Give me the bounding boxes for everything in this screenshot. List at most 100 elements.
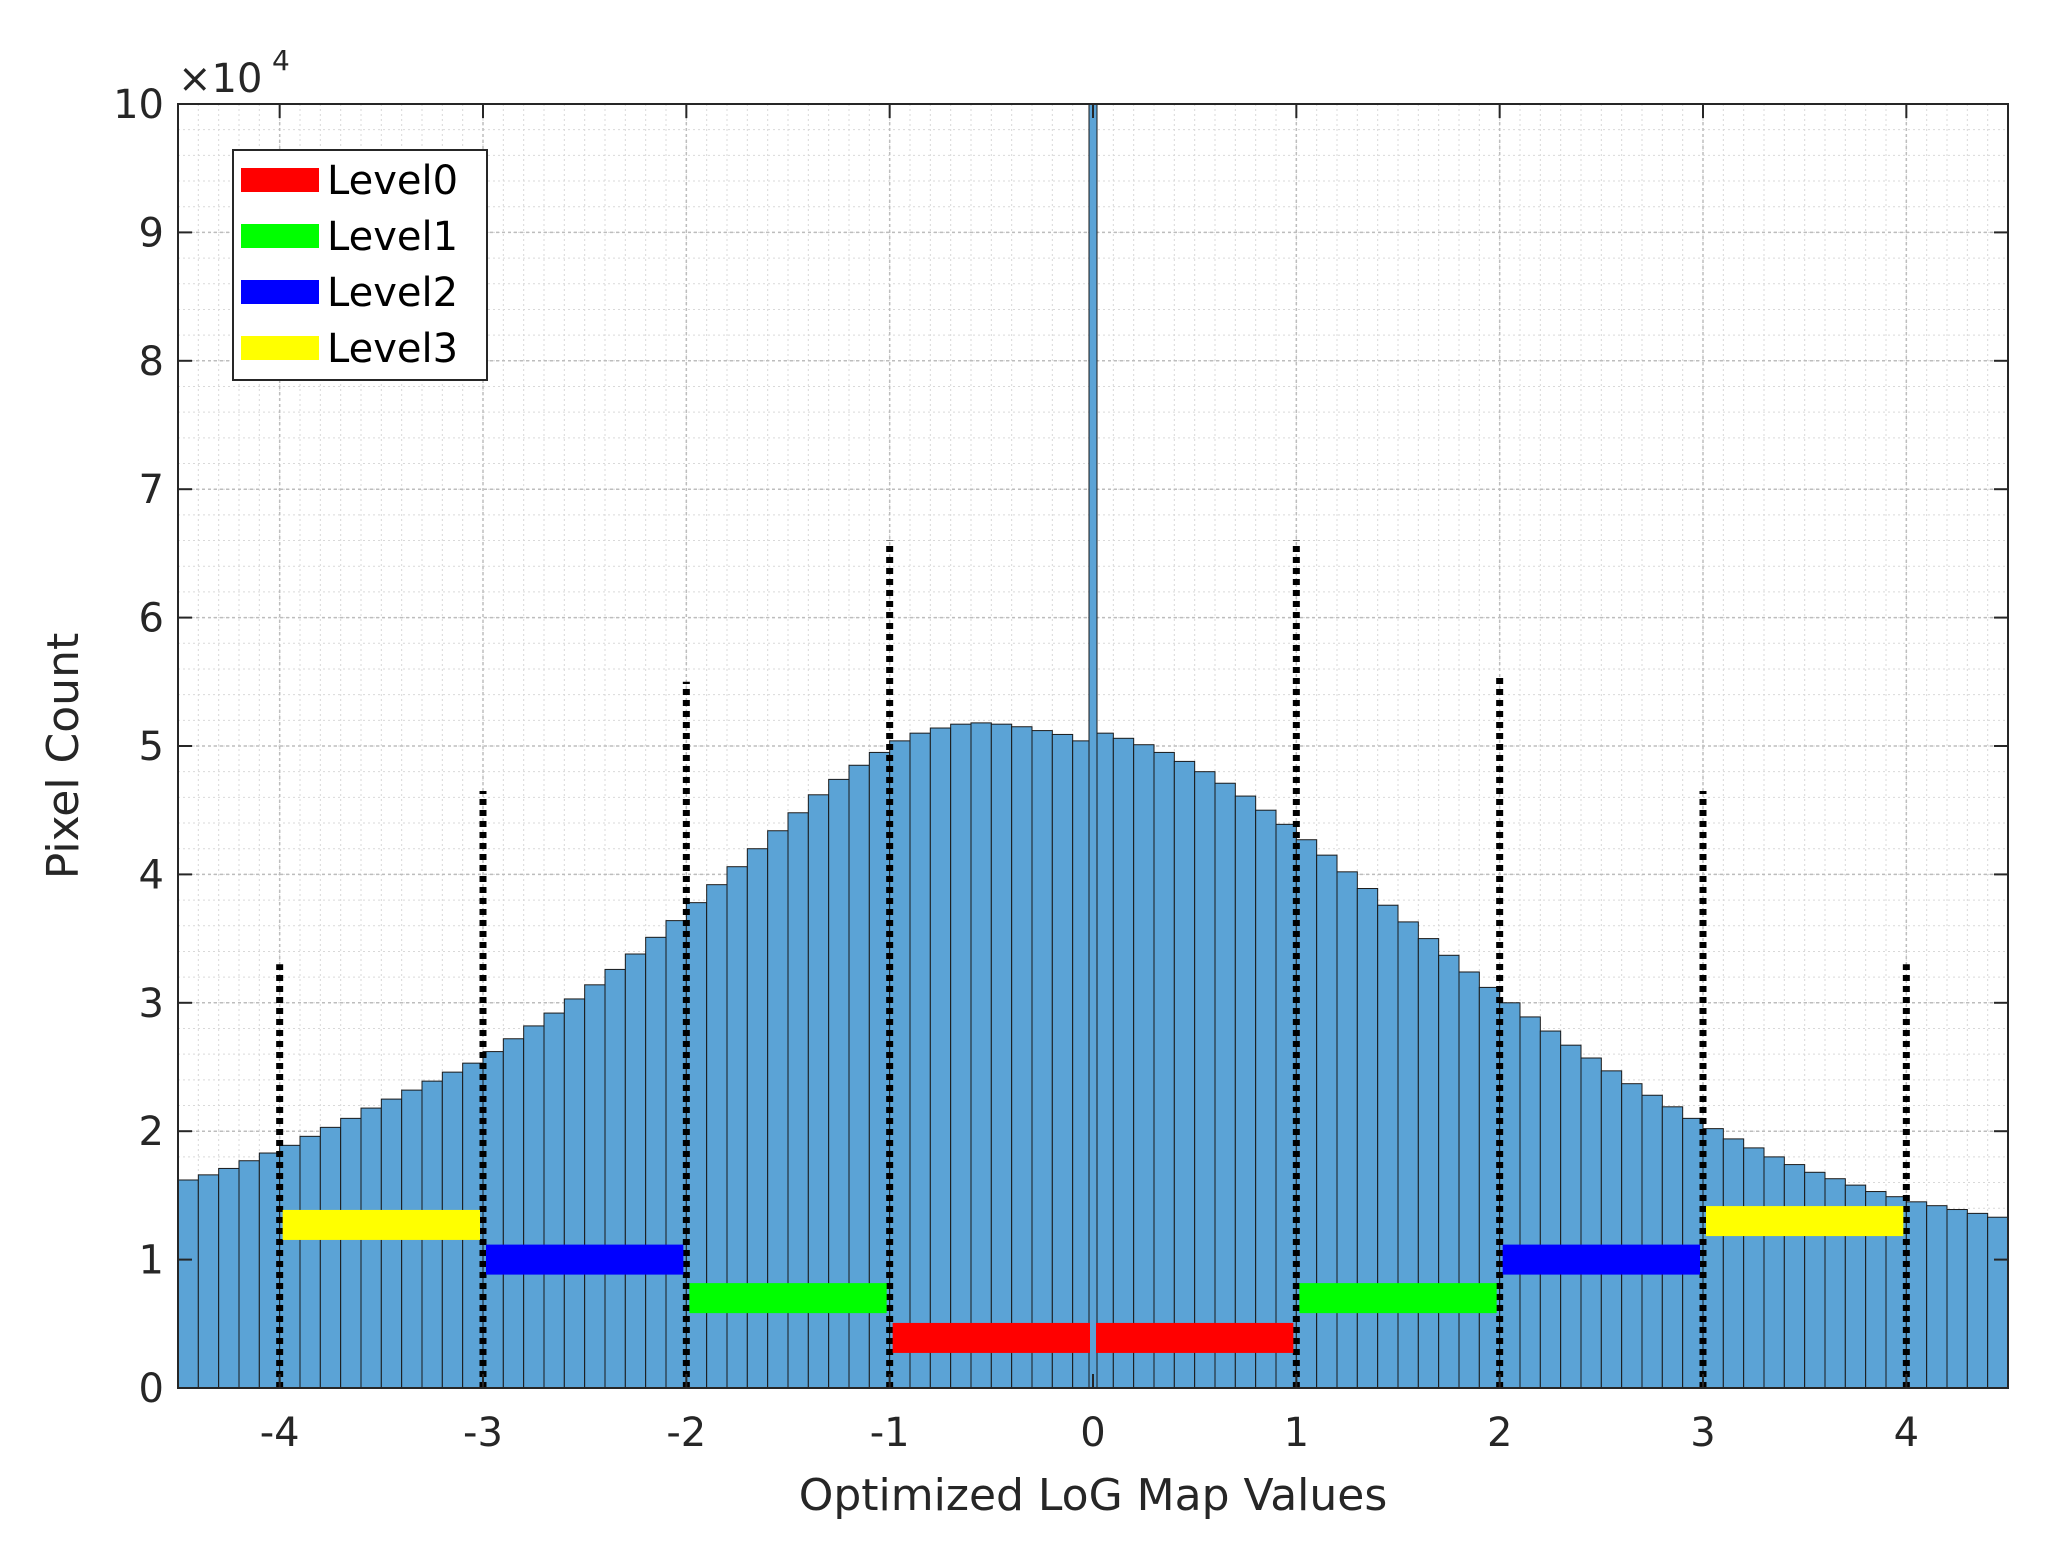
level-segment-level3 bbox=[282, 1209, 480, 1240]
histogram-bar bbox=[1926, 1205, 1948, 1389]
histogram-bar bbox=[360, 1107, 382, 1389]
x-tick-label: -2 bbox=[666, 1410, 706, 1456]
histogram-bar bbox=[1153, 751, 1175, 1389]
histogram-bar bbox=[1539, 1030, 1562, 1389]
level-segment-level3 bbox=[1706, 1206, 1904, 1237]
level-segment-level1 bbox=[1299, 1283, 1497, 1314]
histogram-bar bbox=[950, 723, 972, 1389]
x-tick-label: -1 bbox=[870, 1410, 910, 1456]
y-tick-label: 8 bbox=[139, 339, 164, 385]
histogram-bar bbox=[645, 936, 667, 1389]
legend-swatch-level2 bbox=[241, 280, 319, 304]
legend-swatch-level1 bbox=[241, 224, 319, 248]
legend: Level0 Level1 Level2 Level3 bbox=[232, 149, 488, 381]
x-tick-label: 1 bbox=[1284, 1410, 1309, 1456]
histogram-bar bbox=[1133, 744, 1155, 1389]
histogram-bar bbox=[584, 984, 606, 1389]
histogram-bar bbox=[238, 1160, 260, 1389]
x-tick-label: 2 bbox=[1487, 1410, 1512, 1456]
histogram-bar bbox=[604, 968, 626, 1389]
histogram-bar bbox=[1397, 921, 1419, 1389]
histogram-bar bbox=[1255, 809, 1277, 1389]
histogram-bar bbox=[1600, 1070, 1623, 1389]
level-segment-level0 bbox=[1096, 1322, 1294, 1353]
histogram-bar bbox=[1051, 733, 1074, 1389]
histogram-bar bbox=[1722, 1138, 1745, 1389]
histogram-bar bbox=[177, 1179, 199, 1389]
legend-swatch-level3 bbox=[241, 336, 319, 360]
histogram-bar bbox=[1458, 971, 1480, 1389]
histogram-bar bbox=[1621, 1083, 1643, 1389]
histogram-bar bbox=[929, 727, 952, 1389]
x-tick-label: 3 bbox=[1690, 1410, 1715, 1456]
y-exponent-power: 4 bbox=[272, 44, 290, 77]
y-tick-label: 7 bbox=[139, 467, 164, 513]
y-tick-label: 4 bbox=[139, 852, 164, 898]
histogram-bar bbox=[1804, 1171, 1826, 1389]
histogram-bar bbox=[624, 953, 647, 1389]
y-exponent-base: ×10 bbox=[178, 56, 262, 102]
histogram-bar bbox=[1560, 1044, 1582, 1389]
level-segment-level2 bbox=[1502, 1244, 1700, 1275]
histogram-bars bbox=[177, 103, 2009, 1389]
axis-ticks: -4 -3 -2 -1 0 1 2 3 4 0 1 2 3 4 5 6 7 8 9 10 bbox=[113, 82, 2008, 1456]
histogram-bar bbox=[340, 1117, 362, 1389]
histogram-bar bbox=[319, 1126, 342, 1389]
legend-label-level1: Level1 bbox=[327, 214, 458, 260]
histogram-bar bbox=[1966, 1212, 1989, 1389]
y-axis-title: Pixel Count bbox=[38, 633, 89, 879]
level-segment-level1 bbox=[689, 1283, 887, 1314]
y-tick-label: 6 bbox=[139, 596, 164, 642]
histogram-bar bbox=[1987, 1216, 2009, 1389]
histogram-bar bbox=[1275, 823, 1297, 1389]
histogram-bar bbox=[1519, 1016, 1541, 1389]
histogram-bar bbox=[1031, 730, 1053, 1389]
histogram-bar bbox=[218, 1167, 240, 1389]
histogram-bar bbox=[1194, 771, 1216, 1389]
y-tick-label: 5 bbox=[139, 724, 164, 770]
x-tick-label: -4 bbox=[260, 1410, 300, 1456]
histogram-bar bbox=[1214, 782, 1236, 1389]
histogram-bar bbox=[1580, 1057, 1602, 1389]
y-tick-label: 9 bbox=[139, 210, 164, 256]
spike-bar bbox=[1088, 103, 1098, 1389]
x-tick-label: 0 bbox=[1080, 1410, 1105, 1456]
histogram-bar bbox=[1377, 904, 1399, 1389]
histogram-bar bbox=[990, 723, 1013, 1389]
histogram-bar bbox=[563, 998, 586, 1389]
level-segment-level2 bbox=[486, 1244, 684, 1275]
y-tick-label: 10 bbox=[113, 82, 164, 128]
legend-label-level0: Level0 bbox=[327, 158, 458, 204]
histogram-bar bbox=[299, 1135, 321, 1389]
y-tick-label: 2 bbox=[139, 1109, 164, 1155]
x-axis-title: Optimized LoG Map Values bbox=[799, 1470, 1388, 1521]
histogram-bar bbox=[1234, 795, 1257, 1389]
histogram-bar bbox=[1417, 938, 1440, 1389]
histogram-bar bbox=[1946, 1209, 1968, 1389]
y-tick-label: 3 bbox=[139, 981, 164, 1027]
y-tick-label: 0 bbox=[139, 1366, 164, 1412]
histogram-bar bbox=[1438, 954, 1460, 1389]
legend-label-level3: Level3 bbox=[327, 326, 458, 372]
histogram-bar bbox=[909, 732, 931, 1389]
histogram-bar bbox=[543, 1012, 565, 1389]
histogram-bar bbox=[1783, 1164, 1806, 1389]
histogram-bar bbox=[197, 1174, 220, 1389]
histogram-bar bbox=[1011, 726, 1033, 1389]
histogram-bar bbox=[1173, 760, 1196, 1389]
y-tick-label: 1 bbox=[139, 1238, 164, 1284]
histogram-bar bbox=[1763, 1156, 1785, 1389]
x-tick-label: 4 bbox=[1894, 1410, 1919, 1456]
histogram-bar bbox=[1641, 1094, 1663, 1389]
level-segments bbox=[282, 1206, 1904, 1353]
legend-swatch-level0 bbox=[241, 168, 319, 192]
threshold-lines bbox=[276, 540, 1910, 1388]
x-tick-label: -3 bbox=[463, 1410, 503, 1456]
histogram-bar bbox=[970, 722, 992, 1389]
legend-label-level2: Level2 bbox=[327, 270, 458, 316]
histogram-bar bbox=[1112, 737, 1135, 1389]
histogram-bar bbox=[502, 1038, 525, 1389]
level-segment-level0 bbox=[892, 1322, 1090, 1353]
histogram-bar bbox=[380, 1098, 403, 1389]
